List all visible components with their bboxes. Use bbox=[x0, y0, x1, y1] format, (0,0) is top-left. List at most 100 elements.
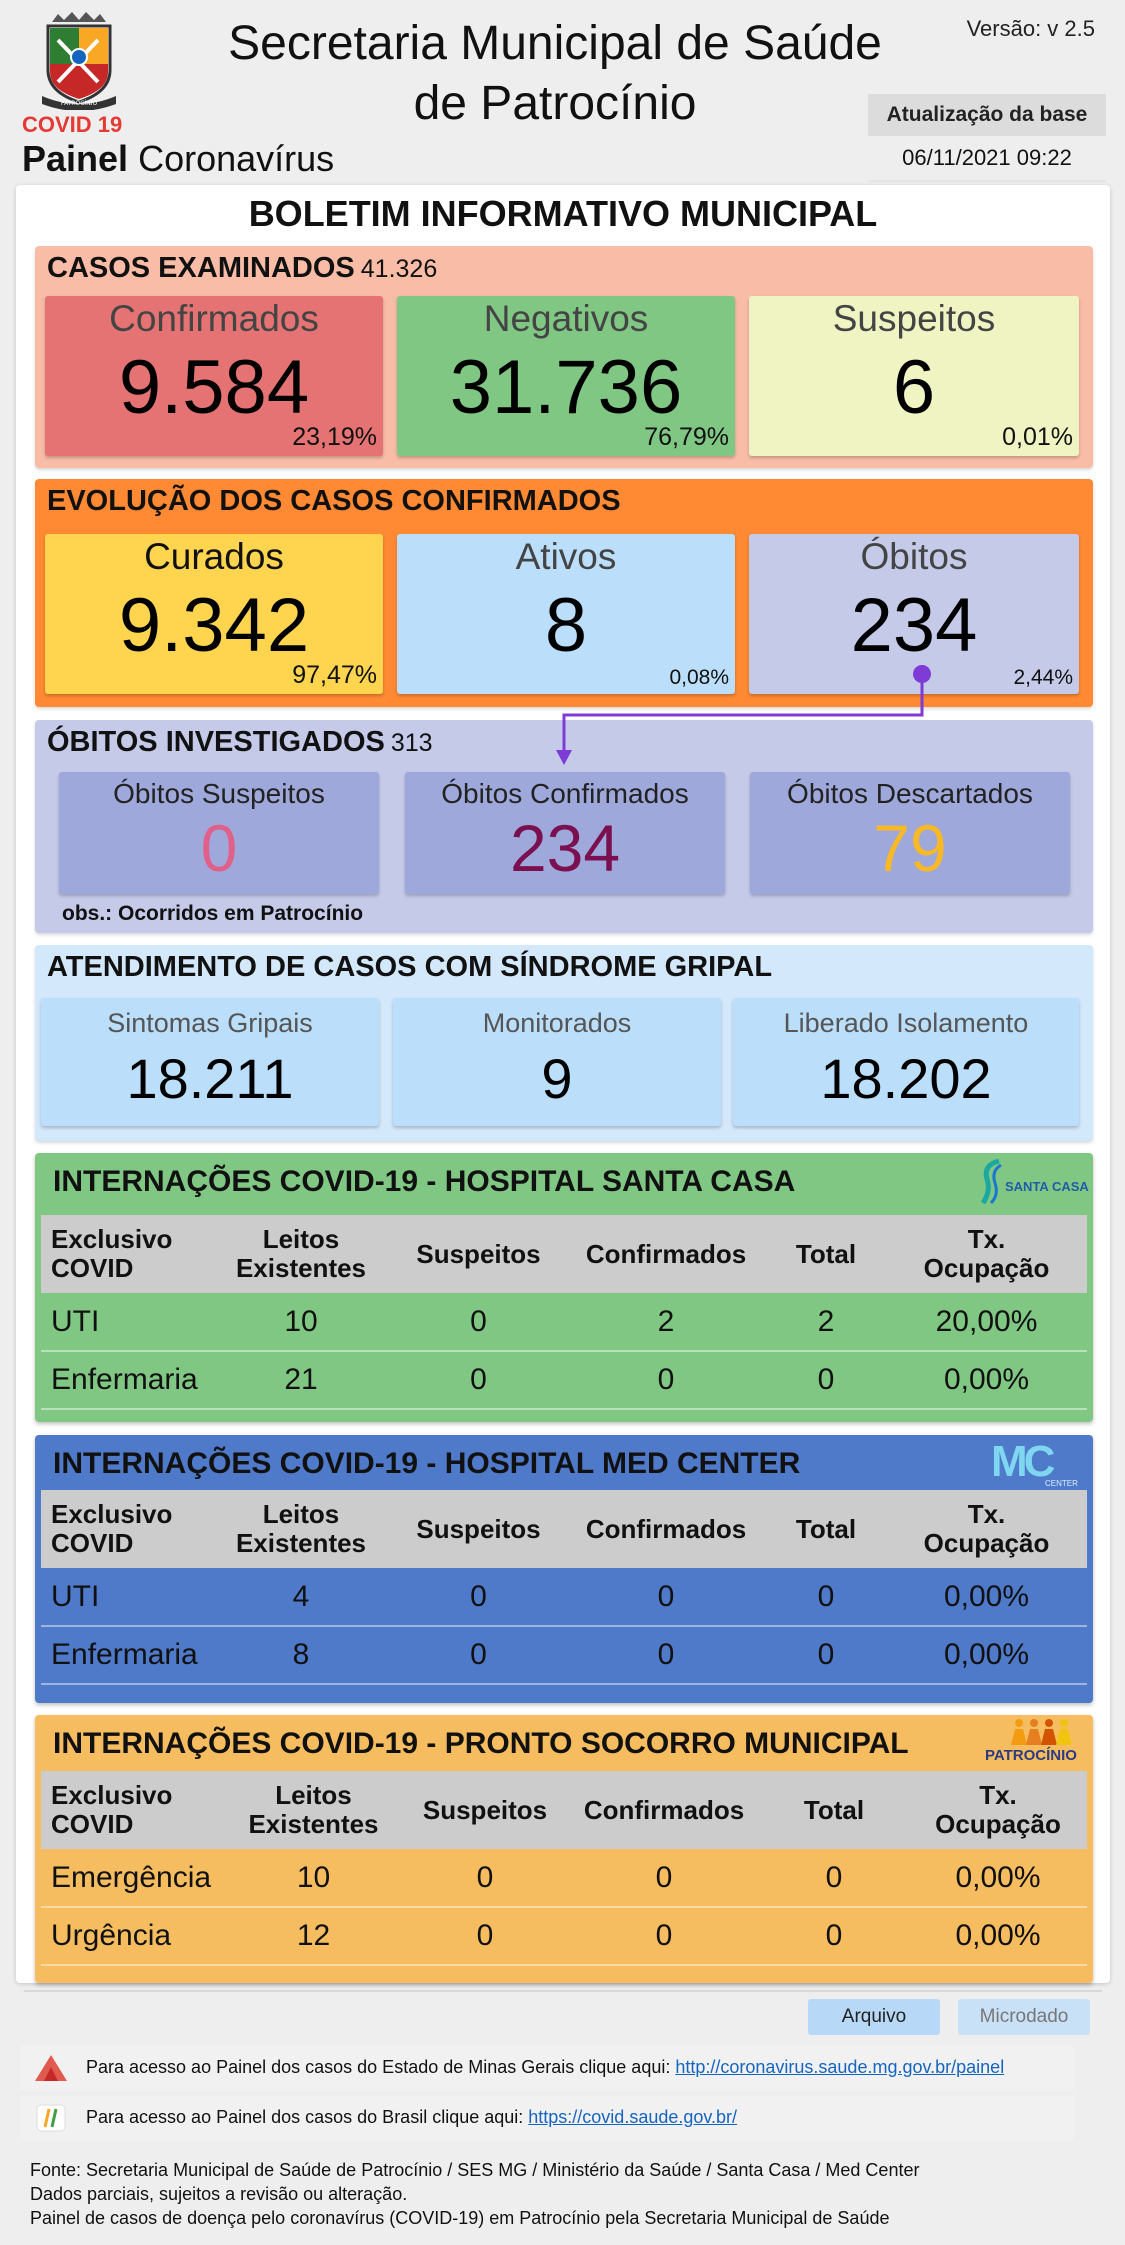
footer-source: Fonte: Secretaria Municipal de Saúde de … bbox=[30, 2160, 920, 2180]
col-suspeitos: Suspeitos bbox=[391, 1215, 566, 1293]
obitos-descartados-value: 79 bbox=[873, 811, 947, 885]
santa-casa-table: Exclusivo COVID Leitos Existentes Suspeito… bbox=[41, 1215, 1087, 1410]
suspeitos-box[interactable]: Suspeitos 6 0,01% bbox=[749, 296, 1079, 456]
painel-bold: Painel bbox=[22, 138, 129, 179]
table-row: Enfermaria 8 0 0 0 0,00% bbox=[41, 1626, 1087, 1685]
row-tipo: UTI bbox=[41, 1293, 211, 1352]
minas-gerais-icon bbox=[35, 2055, 67, 2081]
row-leitos: 10 bbox=[226, 1849, 401, 1908]
santa-casa-title: INTERNAÇÕES COVID-19 - HOSPITAL SANTA CA… bbox=[53, 1165, 796, 1198]
arquivo-button[interactable]: Arquivo bbox=[808, 1999, 940, 2035]
row-leitos: 8 bbox=[211, 1626, 391, 1685]
footer-credit: Painel de casos de doença pelo coronavír… bbox=[30, 2208, 890, 2228]
med-center-section: INTERNAÇÕES COVID-19 - HOSPITAL MED CENT… bbox=[35, 1435, 1093, 1703]
row-leitos: 21 bbox=[211, 1351, 391, 1410]
col-exclusivo-covid: Exclusivo COVID bbox=[41, 1771, 226, 1849]
ativos-value: 8 bbox=[544, 583, 588, 668]
col-exclusivo-covid: Exclusivo COVID bbox=[41, 1490, 211, 1568]
logo-text: PATROCÍNIO bbox=[61, 100, 98, 107]
monitorados-box[interactable]: Monitorados 9 bbox=[393, 998, 721, 1126]
row-confirmados: 0 bbox=[569, 1849, 759, 1908]
col-leitos: Leitos Existentes bbox=[211, 1490, 391, 1568]
obitos-obs: obs.: Ocorridos em Patrocínio bbox=[62, 902, 364, 925]
row-tipo: Emergência bbox=[41, 1849, 226, 1908]
row-confirmados: 0 bbox=[566, 1568, 766, 1627]
col-total: Total bbox=[766, 1215, 886, 1293]
page-title: Secretaria Municipal de Saúde de Patrocí… bbox=[210, 14, 900, 134]
row-total: 0 bbox=[766, 1568, 886, 1627]
med-center-logo-text: MC bbox=[991, 1437, 1055, 1486]
covid-label: COVID 19 bbox=[22, 112, 123, 137]
row-suspeitos: 0 bbox=[391, 1351, 566, 1410]
row-leitos: 12 bbox=[226, 1907, 401, 1966]
col-exclusivo-covid: Exclusivo COVID bbox=[41, 1215, 211, 1293]
mg-link[interactable]: http://coronavirus.saude.mg.gov.br/paine… bbox=[675, 2057, 1005, 2077]
pronto-socorro-title: INTERNAÇÕES COVID-19 - PRONTO SOCORRO MU… bbox=[53, 1727, 909, 1760]
br-link-row: Para acesso ao Painel dos casos do Brasi… bbox=[20, 2095, 1074, 2141]
negativos-label: Negativos bbox=[483, 298, 649, 339]
patrocinio-logo-text: PATROCÍNIO bbox=[985, 1747, 1077, 1764]
row-suspeitos: 0 bbox=[401, 1907, 569, 1966]
sindrome-gripal-title: ATENDIMENTO DE CASOS COM SÍNDROME GRIPAL bbox=[47, 951, 773, 983]
obitos-pct: 2,44% bbox=[1013, 666, 1073, 689]
row-taxa: 0,00% bbox=[909, 1907, 1087, 1966]
evolucao-title: EVOLUÇÃO DOS CASOS CONFIRMADOS bbox=[47, 485, 621, 517]
casos-examinados-title: CASOS EXAMINADOS 41.326 bbox=[47, 252, 438, 284]
santa-casa-logo-icon bbox=[980, 1158, 1002, 1205]
liberado-isolamento-value: 18.202 bbox=[820, 1047, 992, 1110]
santa-casa-logo-text: SANTA CASA bbox=[1005, 1179, 1089, 1194]
br-link[interactable]: https://covid.saude.gov.br/ bbox=[528, 2107, 738, 2127]
row-taxa: 0,00% bbox=[886, 1351, 1087, 1410]
row-tipo: Enfermaria bbox=[41, 1626, 211, 1685]
col-total: Total bbox=[759, 1771, 909, 1849]
row-tipo: UTI bbox=[41, 1568, 211, 1627]
suspeitos-label: Suspeitos bbox=[832, 298, 996, 339]
confirmados-label: Confirmados bbox=[109, 298, 319, 339]
suspeitos-value: 6 bbox=[892, 345, 936, 430]
obitos-suspeitos-box[interactable]: Óbitos Suspeitos 0 bbox=[59, 772, 379, 894]
negativos-box[interactable]: Negativos 31.736 76,79% bbox=[397, 296, 735, 456]
row-suspeitos: 0 bbox=[391, 1568, 566, 1627]
row-taxa: 0,00% bbox=[909, 1849, 1087, 1908]
footer-disclaimer: Dados parciais, sujeitos a revisão ou al… bbox=[30, 2184, 408, 2204]
obitos-label: Óbitos bbox=[860, 536, 968, 577]
curados-box[interactable]: Curados 9.342 97,47% bbox=[45, 534, 383, 694]
row-total: 0 bbox=[759, 1907, 909, 1966]
table-row: Emergência 10 0 0 0 0,00% bbox=[41, 1849, 1087, 1908]
obitos-descartados-label: Óbitos Descartados bbox=[787, 778, 1033, 809]
table-header-row: Exclusivo COVID Leitos Existentes Suspeito… bbox=[41, 1771, 1087, 1849]
obitos-confirmados-box[interactable]: Óbitos Confirmados 234 bbox=[405, 772, 725, 894]
obitos-box[interactable]: Óbitos 234 2,44% bbox=[749, 534, 1079, 694]
brasil-sus-icon bbox=[36, 2104, 66, 2132]
sintomas-gripais-box[interactable]: Sintomas Gripais 18.211 bbox=[41, 998, 379, 1126]
confirmados-value: 9.584 bbox=[118, 345, 310, 430]
table-row: Enfermaria 21 0 0 0 0,00% bbox=[41, 1351, 1087, 1410]
row-taxa: 0,00% bbox=[886, 1626, 1087, 1685]
obitos-descartados-box[interactable]: Óbitos Descartados 79 bbox=[750, 772, 1070, 894]
confirmados-box[interactable]: Confirmados 9.584 23,19% bbox=[45, 296, 383, 456]
microdado-button[interactable]: Microdado bbox=[958, 1999, 1090, 2035]
pronto-socorro-logo: PATROCÍNIO bbox=[979, 1717, 1079, 1771]
obitos-suspeitos-value: 0 bbox=[200, 811, 238, 885]
liberado-isolamento-box[interactable]: Liberado Isolamento 18.202 bbox=[733, 998, 1079, 1126]
col-leitos: Leitos Existentes bbox=[211, 1215, 391, 1293]
ativos-pct: 0,08% bbox=[669, 666, 729, 689]
negativos-value: 31.736 bbox=[449, 345, 683, 430]
row-total: 0 bbox=[759, 1849, 909, 1908]
table-row: UTI 10 0 2 2 20,00% bbox=[41, 1293, 1087, 1352]
curados-value: 9.342 bbox=[118, 583, 310, 668]
ativos-label: Ativos bbox=[515, 536, 617, 577]
row-suspeitos: 0 bbox=[391, 1293, 566, 1352]
row-confirmados: 0 bbox=[566, 1626, 766, 1685]
version-label: Versão: v 2.5 bbox=[966, 16, 1095, 41]
obitos-investigados-total: 313 bbox=[390, 729, 433, 757]
table-row: UTI 4 0 0 0 0,00% bbox=[41, 1568, 1087, 1627]
med-center-table: Exclusivo COVID Leitos Existentes Suspeito… bbox=[41, 1490, 1087, 1685]
col-suspeitos: Suspeitos bbox=[401, 1771, 569, 1849]
row-leitos: 4 bbox=[211, 1568, 391, 1627]
ativos-box[interactable]: Ativos 8 0,08% bbox=[397, 534, 735, 694]
col-tx-ocupacao: Tx. Ocupação bbox=[886, 1490, 1087, 1568]
update-label: Atualização da base bbox=[868, 94, 1106, 136]
municipal-crest-logo: PATROCÍNIO bbox=[42, 12, 116, 110]
row-total: 2 bbox=[766, 1293, 886, 1352]
